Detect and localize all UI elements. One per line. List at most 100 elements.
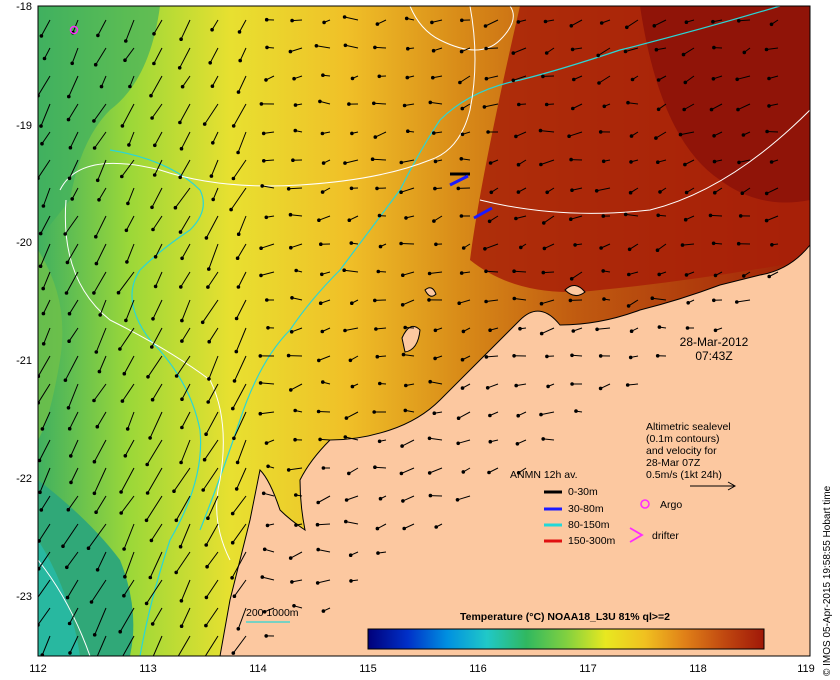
velocity-arrow-head	[69, 480, 73, 485]
velocity-arrow-head	[486, 130, 490, 134]
x-tick-label: 116	[469, 663, 487, 675]
velocity-arrow	[625, 47, 639, 52]
x-tick-label: 114	[249, 663, 267, 675]
argo-float-marker	[69, 25, 79, 35]
velocity-arrow	[626, 19, 639, 28]
velocity-arrow-head	[153, 284, 158, 289]
velocity-arrow	[127, 411, 135, 430]
velocity-arrow	[239, 19, 247, 33]
velocity-arrow	[346, 411, 359, 419]
velocity-arrow	[236, 467, 247, 490]
anmn-legend: ANMN 12h av. 0-30m 30-80m 80-150m 150-30…	[510, 469, 682, 547]
velocity-arrow-head	[596, 53, 600, 58]
velocity-arrow-head	[456, 441, 461, 446]
velocity-arrow-head	[569, 277, 574, 281]
velocity-arrow	[93, 439, 107, 462]
velocity-arrow-head	[151, 227, 155, 232]
velocity-arrow-head	[682, 107, 686, 112]
velocity-arrow	[121, 383, 135, 402]
velocity-arrow	[146, 579, 163, 604]
altimetric-line: Altimetric sealevel	[646, 421, 731, 433]
velocity-arrow-head	[712, 134, 716, 138]
velocity-arrow-head	[625, 25, 629, 30]
velocity-arrow-head	[207, 339, 211, 344]
velocity-arrow-head	[765, 129, 769, 134]
velocity-arrow-head	[370, 157, 375, 161]
velocity-arrow-head	[683, 217, 688, 222]
velocity-arrow-head	[678, 132, 683, 137]
velocity-arrow-head	[539, 162, 543, 167]
velocity-arrow-head	[178, 175, 182, 180]
velocity-arrow-head	[95, 178, 100, 183]
velocity-arrow	[39, 439, 51, 461]
velocity-arrow-head	[652, 24, 657, 28]
x-tick-label: 112	[29, 663, 47, 675]
velocity-arrow-head	[427, 471, 432, 475]
island	[424, 287, 437, 297]
velocity-arrow	[98, 187, 107, 201]
velocity-arrow-head	[488, 328, 492, 333]
velocity-arrow	[122, 635, 135, 656]
velocity-arrow-head	[61, 544, 65, 548]
velocity-arrow-head	[236, 90, 241, 94]
velocity-arrow-head	[237, 30, 242, 34]
velocity-arrow-head	[264, 441, 269, 445]
velocity-arrow	[375, 131, 387, 138]
velocity-arrow	[70, 439, 79, 457]
velocity-arrow	[129, 75, 135, 87]
plot-frame	[37, 5, 811, 657]
velocity-arrow	[94, 607, 107, 635]
velocity-arrow-head	[261, 491, 266, 496]
velocity-arrow-head	[427, 298, 431, 302]
velocity-arrow-head	[432, 411, 437, 416]
velocity-arrow	[151, 187, 163, 208]
velocity-arrow	[541, 299, 555, 305]
velocity-arrow	[484, 243, 499, 250]
velocity-arrow-head	[316, 547, 321, 552]
velocity-arrow	[42, 299, 51, 314]
velocity-arrow-head	[342, 268, 347, 273]
altimetric-line: (0.1m contours)	[646, 433, 720, 445]
velocity-arrow-head	[122, 547, 126, 551]
velocity-arrow-head	[539, 301, 544, 306]
velocity-arrow-head	[461, 329, 466, 334]
velocity-arrow-head	[713, 328, 718, 333]
velocity-arrow	[175, 551, 191, 573]
velocity-arrow	[155, 243, 163, 258]
velocity-arrow-head	[516, 190, 521, 194]
velocity-arrow	[41, 635, 51, 656]
velocity-arrow-head	[229, 207, 233, 212]
velocity-arrow	[128, 131, 135, 146]
velocity-arrow-head	[178, 544, 183, 549]
velocity-arrow	[38, 159, 51, 179]
velocity-arrow-head	[712, 298, 716, 303]
velocity-arrow-head	[602, 104, 607, 109]
velocity-arrow-head	[373, 45, 377, 50]
velocity-arrow-head	[684, 273, 689, 277]
velocity-arrow-head	[569, 217, 573, 221]
velocity-arrow	[260, 382, 275, 385]
velocity-arrow	[514, 270, 527, 273]
velocity-arrow-head	[656, 107, 661, 112]
velocity-arrow-head	[542, 246, 547, 251]
velocity-arrow-head	[460, 386, 465, 390]
velocity-arrow-head	[375, 354, 380, 359]
velocity-arrow-head	[266, 326, 270, 330]
velocity-arrow-head	[350, 301, 354, 306]
velocity-arrow	[38, 75, 51, 96]
velocity-arrow-head	[514, 383, 518, 388]
velocity-arrow-head	[372, 410, 377, 414]
velocity-arrow-head	[288, 212, 293, 217]
velocity-arrow	[95, 215, 107, 237]
velocity-arrow	[152, 215, 163, 230]
colorbar-title: Temperature (°C) NOAA18_L3U 81% ql>=2	[460, 611, 670, 623]
velocity-arrow	[738, 159, 751, 163]
velocity-arrow-head	[125, 260, 129, 264]
velocity-arrow-head	[150, 622, 155, 626]
velocity-arrow	[766, 47, 779, 50]
velocity-arrow-head	[94, 234, 98, 239]
velocity-arrow-head	[378, 496, 383, 501]
velocity-arrow	[262, 576, 275, 581]
velocity-arrow-head	[67, 339, 71, 344]
mooring-arrow-30-80m	[473, 206, 493, 220]
